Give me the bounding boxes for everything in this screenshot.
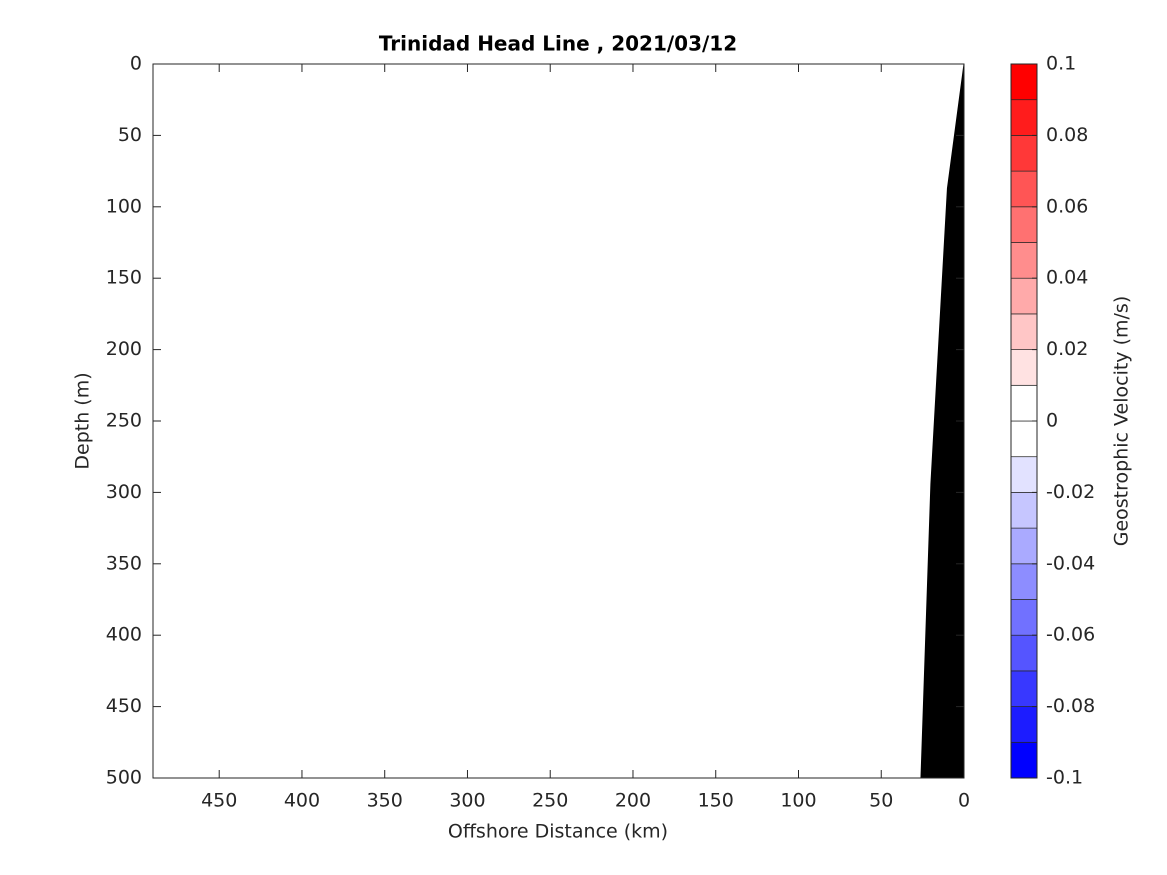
x-tick-label: 350 <box>367 790 403 812</box>
y-tick-label: 0 <box>130 53 142 75</box>
y-tick-label: 350 <box>106 552 142 574</box>
colorbar-cell <box>1010 527 1038 565</box>
x-tick-label: 200 <box>615 790 651 812</box>
y-tick-label: 100 <box>106 195 142 217</box>
colorbar-cell <box>1010 706 1038 743</box>
y-axis-label: Depth (m) <box>72 372 94 469</box>
x-tick-label: 450 <box>201 790 237 812</box>
colorbar-cell <box>1010 277 1038 315</box>
colorbar-cell <box>1010 63 1038 101</box>
x-tick-label: 100 <box>780 790 816 812</box>
colorbar-label: Geostrophic Velocity (m/s) <box>1111 296 1133 546</box>
colorbar-tick-label: -0.02 <box>1046 481 1095 503</box>
colorbar-cell <box>1010 670 1038 707</box>
colorbar-tick-label: 0.04 <box>1046 267 1088 289</box>
colorbar-tick-label: -0.04 <box>1046 552 1095 574</box>
colorbar-cell <box>1010 170 1038 208</box>
colorbar-tick-label: 0 <box>1046 410 1058 432</box>
colorbar-cell <box>1010 206 1038 243</box>
y-tick-label: 250 <box>106 410 142 432</box>
colorbar-cell <box>1010 135 1038 172</box>
colorbar-tick-label: 0.08 <box>1046 124 1088 146</box>
colorbar-tick-label: -0.1 <box>1046 767 1083 789</box>
colorbar-cell <box>1010 313 1038 350</box>
plot-frame <box>152 63 965 779</box>
colorbar-cell <box>1010 741 1038 779</box>
x-tick-label: 400 <box>284 790 320 812</box>
colorbar-cell <box>1010 242 1038 279</box>
colorbar-tick-label: 0.02 <box>1046 338 1088 360</box>
x-tick-label: 50 <box>869 790 893 812</box>
colorbar-cell <box>1010 349 1038 386</box>
y-tick-label: 200 <box>106 338 142 360</box>
colorbar-cell <box>1010 384 1038 422</box>
colorbar-cell <box>1010 634 1038 672</box>
y-tick-label: 400 <box>106 624 142 646</box>
x-axis-label: Offshore Distance (km) <box>448 821 668 843</box>
colorbar-cell <box>1010 599 1038 636</box>
x-tick-label: 0 <box>958 790 970 812</box>
colorbar-tick-label: 0.1 <box>1046 53 1076 75</box>
x-tick-label: 250 <box>532 790 568 812</box>
colorbar-tick-label: -0.08 <box>1046 695 1095 717</box>
colorbar-cell <box>1010 99 1038 136</box>
y-tick-label: 500 <box>106 767 142 789</box>
y-tick-label: 50 <box>118 124 142 146</box>
y-tick-label: 150 <box>106 267 142 289</box>
y-tick-label: 450 <box>106 695 142 717</box>
colorbar-cell <box>1010 456 1038 493</box>
colorbar-cell <box>1010 563 1038 600</box>
colorbar-cell <box>1010 420 1038 458</box>
colorbar-cell <box>1010 492 1038 529</box>
chart-title: Trinidad Head Line , 2021/03/12 <box>379 32 737 56</box>
colorbar-tick-label: 0.06 <box>1046 195 1088 217</box>
x-tick-label: 150 <box>698 790 734 812</box>
x-tick-label: 300 <box>449 790 485 812</box>
colorbar-tick-label: -0.06 <box>1046 624 1095 646</box>
y-tick-label: 300 <box>106 481 142 503</box>
